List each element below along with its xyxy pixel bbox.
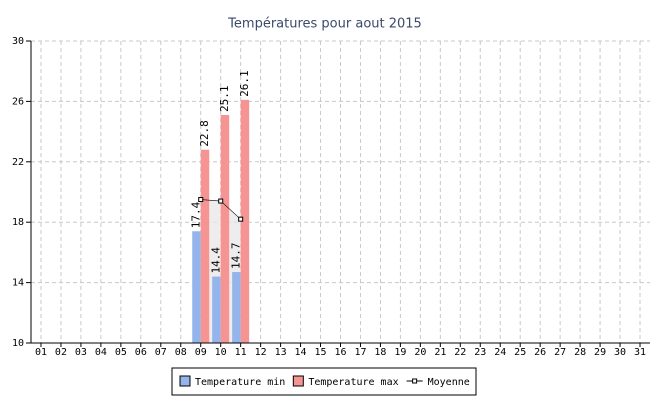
average-marker bbox=[238, 216, 244, 222]
legend-label: Moyenne bbox=[428, 377, 470, 388]
x-tick-label: 19 bbox=[394, 347, 406, 358]
legend-swatch bbox=[292, 375, 304, 387]
x-tick-label: 13 bbox=[275, 347, 287, 358]
x-tick-label: 31 bbox=[634, 347, 646, 358]
y-tick-label: 22 bbox=[12, 157, 24, 168]
x-tick-label: 07 bbox=[155, 347, 167, 358]
x-tick-label: 06 bbox=[135, 347, 147, 358]
x-tick-label: 25 bbox=[514, 347, 526, 358]
value-label: 14.4 bbox=[209, 247, 222, 274]
x-tick-label: 03 bbox=[75, 347, 87, 358]
x-tick-label: 22 bbox=[454, 347, 466, 358]
x-tick-label: 04 bbox=[95, 347, 107, 358]
bar bbox=[192, 231, 201, 343]
value-label: 26.1 bbox=[238, 70, 251, 97]
average-marker bbox=[218, 198, 224, 204]
x-tick-label: 24 bbox=[494, 347, 506, 358]
value-label: 14.7 bbox=[229, 243, 242, 270]
bar bbox=[212, 276, 221, 343]
legend-box bbox=[171, 367, 477, 396]
x-tick-label: 16 bbox=[334, 347, 346, 358]
x-tick-label: 01 bbox=[35, 347, 47, 358]
y-tick-label: 14 bbox=[12, 278, 24, 289]
legend-label: Temperature min bbox=[195, 377, 285, 388]
x-tick-label: 29 bbox=[594, 347, 606, 358]
x-tick-label: 09 bbox=[195, 347, 207, 358]
y-tick-label: 18 bbox=[12, 217, 24, 228]
bar bbox=[240, 99, 250, 343]
x-tick-label: 20 bbox=[414, 347, 426, 358]
legend-label: Temperature max bbox=[308, 377, 398, 388]
x-tick-label: 15 bbox=[315, 347, 327, 358]
bar bbox=[220, 114, 230, 344]
x-tick-label: 14 bbox=[295, 347, 307, 358]
x-tick-label: 08 bbox=[175, 347, 187, 358]
x-tick-label: 30 bbox=[614, 347, 626, 358]
x-tick-label: 12 bbox=[255, 347, 267, 358]
chart-title: Températures pour aout 2015 bbox=[227, 17, 422, 32]
value-label: 25.1 bbox=[218, 85, 231, 112]
x-tick-label: 18 bbox=[374, 347, 386, 358]
x-tick-label: 28 bbox=[574, 347, 586, 358]
x-tick-label: 23 bbox=[474, 347, 486, 358]
bar bbox=[232, 272, 241, 343]
x-tick-label: 11 bbox=[235, 347, 247, 358]
bar bbox=[200, 149, 210, 343]
value-label: 17.4 bbox=[189, 201, 202, 228]
legend-marker bbox=[412, 378, 418, 384]
x-tick-label: 05 bbox=[115, 347, 127, 358]
x-tick-label: 27 bbox=[554, 347, 566, 358]
y-tick-label: 30 bbox=[12, 36, 24, 47]
x-tick-label: 21 bbox=[434, 347, 446, 358]
x-tick-label: 17 bbox=[354, 347, 366, 358]
x-tick-label: 02 bbox=[55, 347, 67, 358]
x-tick-label: 10 bbox=[215, 347, 227, 358]
value-label: 22.8 bbox=[198, 120, 211, 147]
x-tick-label: 26 bbox=[534, 347, 546, 358]
y-tick-label: 10 bbox=[12, 338, 24, 349]
average-marker bbox=[198, 197, 204, 203]
legend-swatch bbox=[179, 375, 191, 387]
y-tick-label: 26 bbox=[12, 96, 24, 107]
